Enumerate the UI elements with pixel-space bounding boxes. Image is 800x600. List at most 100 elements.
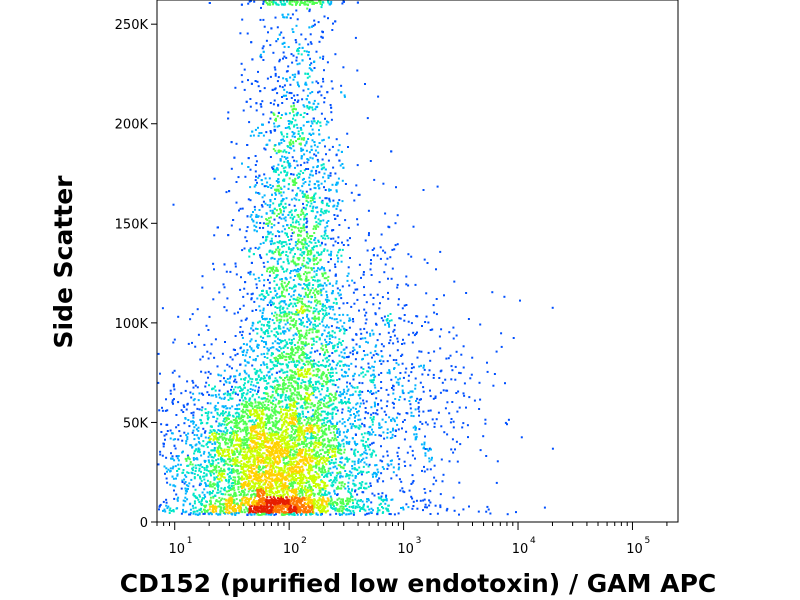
- event-dot: [250, 434, 253, 437]
- event-dot: [222, 452, 225, 455]
- event-dot: [247, 487, 250, 490]
- event-dot: [221, 472, 224, 475]
- event-dot: [310, 402, 313, 405]
- event-dot: [217, 462, 220, 465]
- event-dot: [277, 494, 280, 497]
- event-dot: [321, 466, 324, 469]
- event-dot: [208, 315, 211, 318]
- event-dot: [243, 386, 246, 389]
- event-dot: [299, 417, 302, 420]
- event-dot: [234, 469, 237, 472]
- event-dot: [233, 489, 236, 492]
- event-dot: [364, 407, 367, 409]
- event-dot: [234, 508, 236, 510]
- event-dot: [279, 418, 282, 421]
- event-dot: [258, 407, 261, 409]
- event-dot: [209, 512, 212, 515]
- event-dot: [281, 438, 284, 441]
- event-dot: [226, 407, 229, 410]
- event-dot: [319, 244, 322, 247]
- event-dot: [185, 484, 188, 487]
- event-dot: [246, 510, 249, 513]
- event-dot: [223, 397, 226, 400]
- event-dot: [319, 511, 322, 514]
- event-dot: [254, 424, 257, 427]
- event-dot: [234, 461, 237, 464]
- event-dot: [285, 442, 288, 445]
- event-dot: [261, 513, 263, 516]
- event-dot: [299, 431, 302, 434]
- event-dot: [291, 487, 294, 490]
- event-dot: [218, 429, 221, 432]
- event-dot: [268, 274, 271, 277]
- event-dot: [214, 385, 216, 388]
- event-dot: [341, 507, 344, 510]
- event-dot: [306, 406, 309, 409]
- event-dot: [215, 466, 218, 469]
- event-dot: [288, 378, 291, 381]
- event-dot: [281, 442, 284, 445]
- event-dot: [250, 510, 253, 513]
- event-dot: [264, 486, 267, 489]
- event-dot: [212, 469, 215, 472]
- event-dot: [289, 17, 292, 20]
- event-dot: [315, 478, 318, 481]
- event-dot: [247, 466, 250, 469]
- event-dot: [231, 457, 234, 460]
- event-dot: [227, 454, 230, 457]
- event-dot: [239, 430, 242, 433]
- event-dot: [251, 425, 254, 428]
- event-dot: [314, 453, 317, 456]
- event-dot: [173, 444, 176, 447]
- event-dot: [276, 474, 279, 476]
- event-dot: [261, 467, 264, 470]
- event-dot: [261, 497, 264, 500]
- event-dot: [245, 433, 248, 435]
- event-dot: [277, 437, 280, 440]
- event-dot: [298, 450, 301, 453]
- event-dot: [231, 451, 234, 454]
- event-dot: [236, 502, 239, 505]
- event-dot: [203, 493, 206, 496]
- event-dot: [305, 423, 308, 426]
- event-dot: [275, 480, 278, 483]
- event-dot: [228, 510, 231, 513]
- event-dot: [186, 490, 188, 493]
- event-dot: [185, 434, 188, 437]
- event-dot: [321, 418, 324, 421]
- event-dot: [223, 502, 226, 505]
- event-dot: [184, 457, 187, 460]
- event-dot: [249, 432, 252, 435]
- event-dot: [192, 429, 195, 432]
- event-dot: [193, 476, 196, 479]
- event-dot: [309, 489, 312, 492]
- event-dot: [203, 467, 206, 469]
- event-dot: [341, 502, 343, 505]
- event-dot: [239, 477, 242, 480]
- event-dot: [313, 449, 316, 452]
- event-dot: [205, 464, 208, 467]
- event-dot: [193, 452, 196, 455]
- event-dot: [258, 499, 260, 502]
- event-dot: [208, 435, 211, 438]
- event-dot: [377, 509, 380, 512]
- event-dot: [326, 388, 329, 391]
- event-dot: [347, 513, 350, 516]
- event-dot: [350, 494, 353, 497]
- event-dot: [279, 502, 282, 504]
- event-dot: [246, 440, 249, 442]
- event-dot: [236, 407, 239, 410]
- event-dot: [234, 447, 237, 450]
- event-dot: [339, 443, 342, 446]
- event-dot: [254, 476, 257, 479]
- event-dot: [213, 478, 216, 481]
- event-dot: [199, 476, 201, 479]
- event-dot: [257, 453, 260, 456]
- event-dot: [286, 449, 289, 451]
- event-dot: [230, 507, 233, 510]
- event-dot: [219, 506, 222, 509]
- event-dot: [281, 490, 284, 493]
- event-dot: [349, 491, 352, 494]
- event-dot: [261, 446, 264, 449]
- event-dot: [264, 341, 267, 344]
